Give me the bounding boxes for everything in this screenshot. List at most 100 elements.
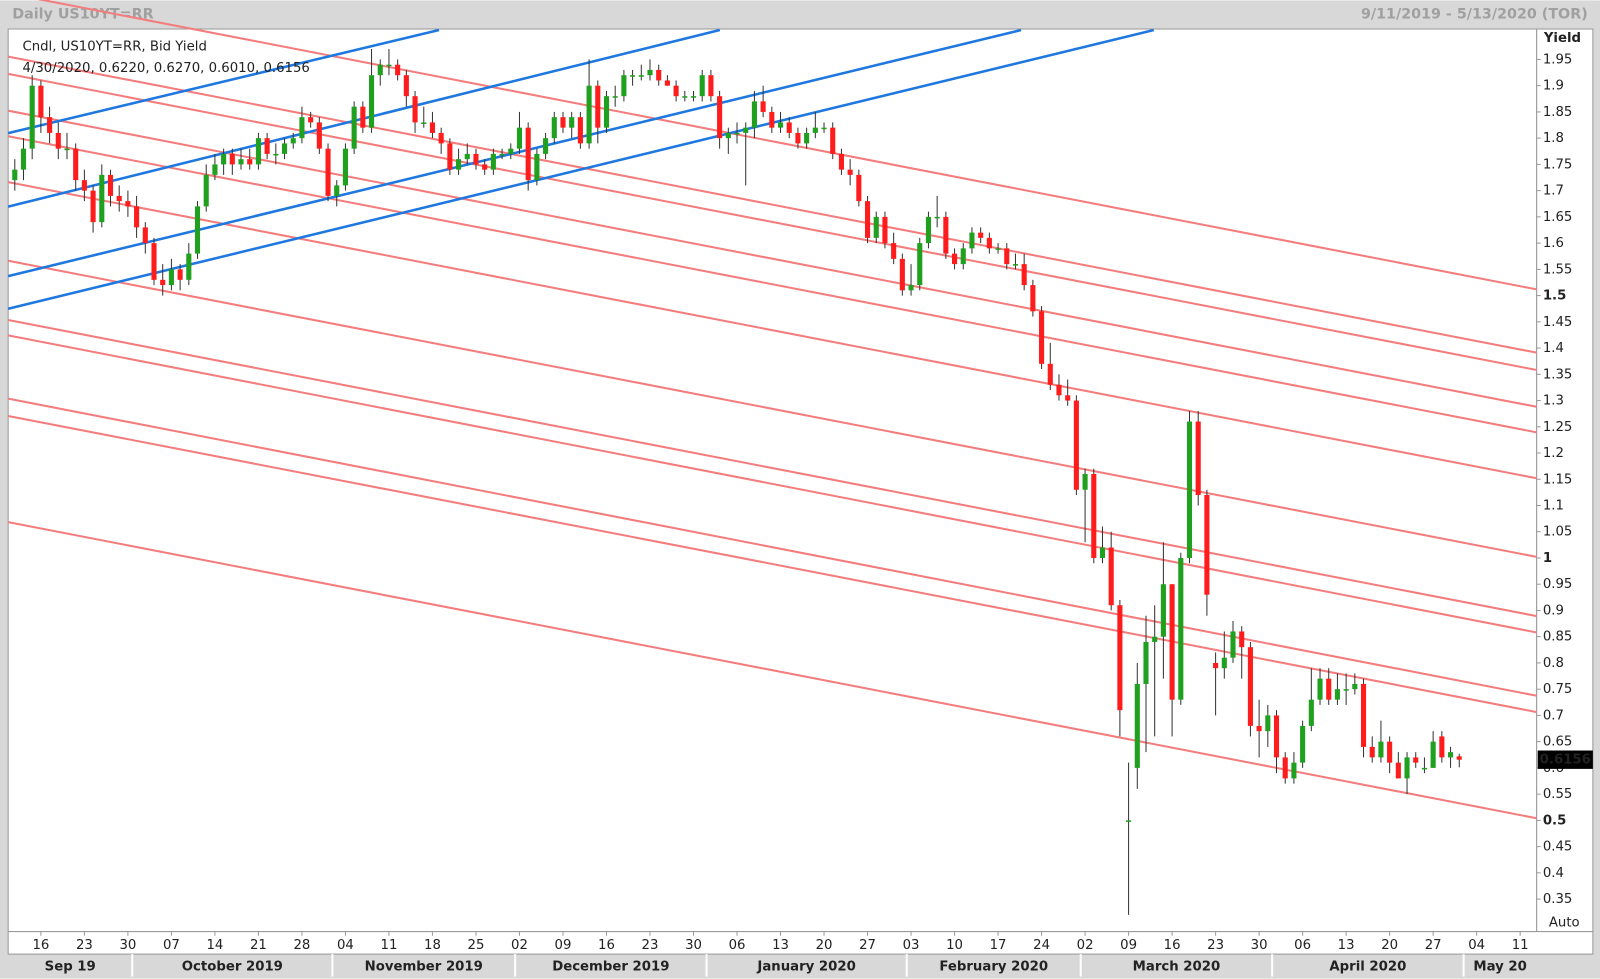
x-tick-label: 20 bbox=[816, 938, 833, 953]
candle-body bbox=[560, 117, 566, 128]
candle-body bbox=[1221, 657, 1227, 669]
y-axis-label: Yield bbox=[1543, 31, 1581, 46]
candle-body bbox=[47, 117, 53, 133]
candle-body bbox=[551, 117, 557, 139]
candle-body bbox=[577, 117, 583, 144]
legend: Cndl, US10YT=RR, Bid Yield bbox=[22, 39, 206, 54]
candle-body bbox=[943, 216, 949, 254]
x-tick-label: 16 bbox=[32, 938, 49, 953]
x-tick-label: 13 bbox=[772, 938, 789, 953]
candle-body bbox=[1265, 715, 1271, 732]
candle-body bbox=[1134, 683, 1140, 768]
candle-body bbox=[316, 122, 322, 149]
x-tick-label: 30 bbox=[119, 938, 136, 953]
candle-body bbox=[516, 127, 523, 149]
y-tick-label: 1.35 bbox=[1543, 367, 1573, 382]
candle-body bbox=[986, 237, 992, 249]
red-trendline bbox=[7, 135, 1537, 434]
x-tick-label: 16 bbox=[1164, 938, 1181, 953]
candle-body bbox=[368, 75, 375, 128]
candle-body bbox=[1169, 584, 1175, 700]
candle-body bbox=[194, 206, 201, 254]
candle-body bbox=[1186, 421, 1193, 558]
candle-body bbox=[1352, 683, 1358, 690]
candle-body bbox=[1047, 363, 1053, 385]
y-tick-label: 1.75 bbox=[1543, 157, 1573, 172]
candle-body bbox=[221, 153, 227, 165]
candle-body bbox=[464, 153, 470, 160]
candle-body bbox=[821, 127, 827, 130]
candle-body bbox=[1387, 741, 1393, 763]
x-tick-label: 28 bbox=[293, 938, 310, 953]
candle-body bbox=[160, 279, 166, 286]
candle-body bbox=[1378, 741, 1384, 758]
candle-body bbox=[569, 117, 575, 128]
candle-body bbox=[960, 248, 966, 265]
candle-body bbox=[1143, 641, 1149, 684]
candle-body bbox=[255, 138, 261, 165]
candle-body bbox=[64, 148, 70, 151]
candle-body bbox=[725, 132, 731, 139]
candle-body bbox=[447, 143, 453, 170]
candle-body bbox=[682, 96, 688, 98]
y-tick-label: 1.6 bbox=[1543, 236, 1564, 251]
y-tick-label: 0.35 bbox=[1543, 892, 1573, 907]
candle-body bbox=[899, 258, 905, 291]
candle-body bbox=[142, 227, 148, 244]
candle-body bbox=[708, 75, 714, 97]
candle-body bbox=[1421, 767, 1427, 770]
candle-body bbox=[116, 195, 122, 202]
month-label: January 2020 bbox=[756, 959, 855, 974]
candle-body bbox=[482, 164, 488, 170]
candle-body bbox=[325, 148, 331, 196]
candle-body bbox=[1247, 647, 1253, 726]
y-tick-label: 1.05 bbox=[1543, 525, 1573, 540]
candle-body bbox=[1195, 421, 1201, 496]
x-tick-label: 10 bbox=[946, 938, 963, 953]
candle-body bbox=[1178, 557, 1184, 700]
y-tick-label: 0.85 bbox=[1543, 630, 1573, 645]
month-label: October 2019 bbox=[182, 959, 283, 974]
candle-body bbox=[1291, 762, 1297, 779]
candle-body bbox=[247, 159, 253, 165]
x-tick-label: 03 bbox=[903, 938, 920, 953]
x-tick-label: 24 bbox=[1033, 938, 1050, 953]
candle-body bbox=[186, 253, 192, 280]
last-price-tag bbox=[1537, 750, 1593, 769]
candle-body bbox=[107, 174, 114, 196]
candle-body bbox=[125, 201, 131, 207]
red-trendline bbox=[7, 334, 1537, 634]
candle-body bbox=[12, 169, 18, 181]
candle-body bbox=[891, 243, 897, 259]
candle-body bbox=[751, 101, 757, 128]
x-tick-label: 11 bbox=[381, 938, 398, 953]
candle-body bbox=[1082, 474, 1088, 490]
candle-body bbox=[1308, 699, 1314, 726]
y-tick-label: 1.85 bbox=[1543, 105, 1573, 120]
x-tick-label: 04 bbox=[1468, 938, 1485, 953]
x-tick-label: 17 bbox=[990, 938, 1007, 953]
candle-body bbox=[1273, 715, 1280, 758]
candle-body bbox=[429, 122, 436, 133]
candle-body bbox=[1256, 725, 1262, 732]
candle-body bbox=[1091, 474, 1097, 558]
candle-body bbox=[38, 85, 44, 118]
candle-body bbox=[603, 96, 610, 128]
y-tick-label: 0.9 bbox=[1543, 603, 1564, 618]
candle-body bbox=[508, 148, 514, 154]
plot-area bbox=[7, 28, 1538, 933]
candle-body bbox=[995, 248, 1001, 250]
candle-body bbox=[621, 75, 627, 97]
candle-body bbox=[777, 122, 784, 128]
candle-body bbox=[1117, 605, 1123, 711]
candle-body bbox=[134, 206, 140, 228]
candle-body bbox=[342, 148, 348, 186]
x-tick-label: 04 bbox=[337, 938, 354, 953]
candle-body bbox=[769, 111, 775, 128]
y-tick-label: 1.1 bbox=[1543, 498, 1564, 513]
x-tick-label: 07 bbox=[163, 938, 180, 953]
x-tick-label: 27 bbox=[1425, 938, 1442, 953]
red-trendline bbox=[7, 319, 1537, 618]
candle-body bbox=[1317, 678, 1323, 700]
candle-body bbox=[1204, 495, 1210, 595]
